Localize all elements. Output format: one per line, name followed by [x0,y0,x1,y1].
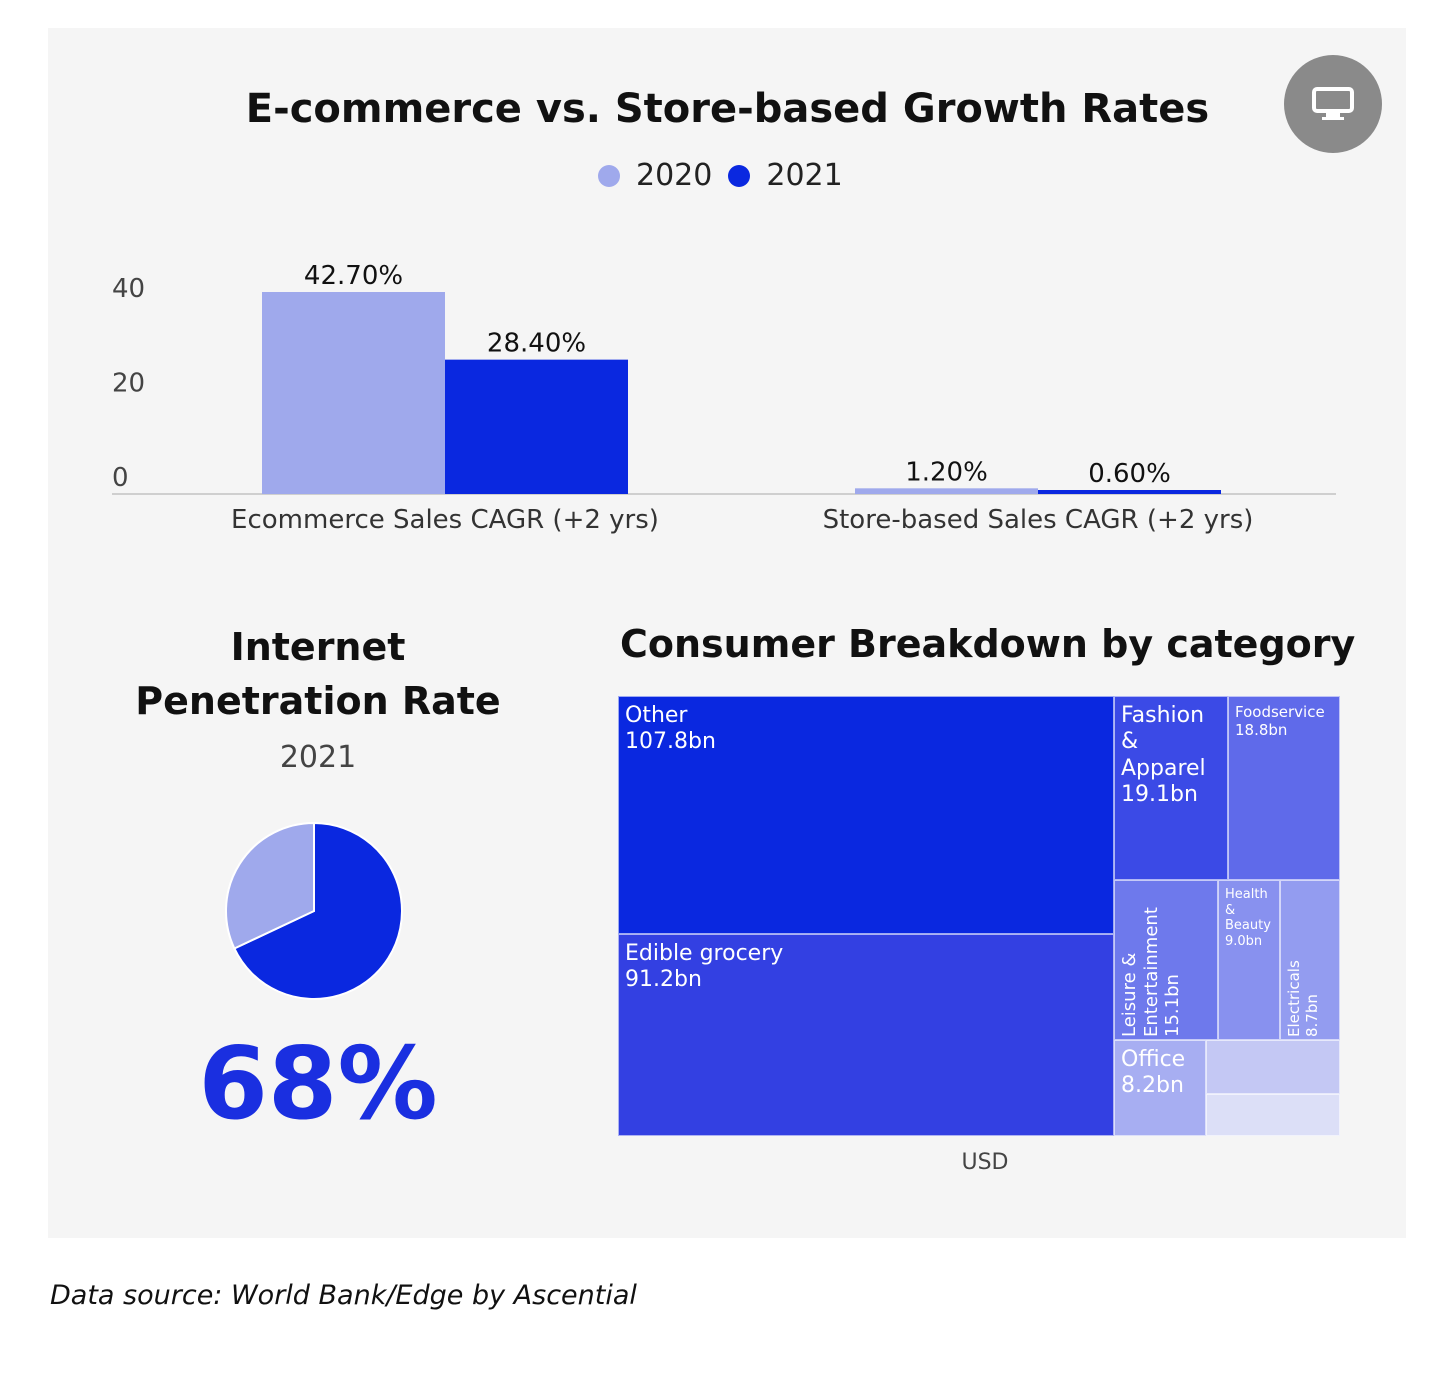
legend-swatch-2021 [728,164,751,187]
legend-item-2021: 2021 [728,158,843,193]
ipr-year: 2021 [279,740,357,775]
treemap-category-value: 8.7bn [1303,994,1321,1037]
x-category-label: Store-based Sales CAGR (+2 yrs) [823,505,1254,535]
legend-label-2021: 2021 [766,158,843,193]
treemap-category-value: 19.1bn [1121,782,1198,808]
y-tick-label: 20 [112,368,145,398]
bar-2020-0 [262,292,445,494]
treemap-cell: Foodservice 18.8bn [1228,696,1340,880]
treemap-category-value: 91.2bn [625,967,702,993]
treemap-cell [1206,1094,1340,1136]
treemap-cell: Health & Beauty 9.0bn [1218,880,1280,1040]
treemap-cell: Electricals 8.7bn [1280,880,1340,1040]
bar-value-label: 42.70% [304,261,403,291]
legend-label-2020: 2020 [636,158,713,193]
bar-2021-1 [1038,490,1221,494]
growth-chart-title: E-commerce vs. Store-based Growth Rates [245,86,1210,132]
ipr-title-line1: Internet [230,625,406,669]
treemap-category-value: 15.1bn [1162,974,1184,1037]
x-category-label: Ecommerce Sales CAGR (+2 yrs) [231,505,659,535]
growth-bar-chart: 0 20 40 42.70% 28.40% Ecommerce Sales CAGR (+… [112,261,1336,535]
y-tick-label: 0 [112,463,129,493]
treemap-category-name: Edible grocery [625,941,784,966]
treemap-category-name: Foodservice [1235,703,1325,721]
treemap-category-name: Fashion & Apparel [1121,703,1206,781]
penetration-pie-chart [225,821,403,1000]
screen-toggle-button[interactable] [1284,55,1382,153]
treemap-cell-label: Electricals 8.7bn [1285,881,1321,1037]
treemap-cell: Edible grocery 91.2bn [618,934,1114,1136]
treemap-cell-label: Fashion & Apparel 19.1bn [1121,703,1223,809]
pie-slice-0 [233,821,403,1000]
treemap-cell: Office 8.2bn [1114,1040,1206,1136]
treemap-category-name: Leisure & Entertainment [1119,907,1162,1037]
pie-slice-1 [225,821,315,950]
treemap-category-value: 8.2bn [1121,1073,1184,1099]
treemap-cell-label: Edible grocery 91.2bn [625,941,783,994]
treemap-category-name: Office [1121,1047,1186,1072]
bar-2020-1 [855,488,1038,494]
penetration-value: 68% [198,1025,438,1142]
treemap-cell-label: Foodservice 18.8bn [1235,703,1325,739]
bar-2021-0 [445,359,628,494]
legend-swatch-2020 [598,164,620,187]
treemap-cell-label: Health & Beauty 9.0bn [1225,887,1275,949]
treemap-cell [1206,1040,1340,1094]
y-tick-label: 40 [112,274,145,304]
consumer-treemap: Other 107.8bn Edible grocery 91.2bn Fashion … [618,696,1340,1136]
treemap-category-name: Electricals [1285,960,1303,1037]
bar-value-label: 28.40% [487,329,586,359]
monitor-icon [1312,87,1354,120]
treemap-cell: Fashion & Apparel 19.1bn [1114,696,1228,880]
treemap-category-value: 9.0bn [1225,933,1263,949]
treemap-category-name: Other [625,703,688,728]
ipr-title-line2: Penetration Rate [135,679,501,723]
treemap-title: Consumer Breakdown by category [620,622,1356,666]
treemap-cell-label: Leisure & Entertainment 15.1bn [1119,881,1184,1037]
chart-legend: 2020 2021 [598,158,859,193]
bar-value-label: 1.20% [905,457,988,487]
treemap-unit-label: USD [961,1150,1009,1175]
bar-value-label: 0.60% [1088,459,1171,489]
treemap-category-value: 107.8bn [625,729,716,755]
legend-item-2020: 2020 [598,158,712,193]
treemap-cell: Other 107.8bn [618,696,1114,934]
treemap-cell: Leisure & Entertainment 15.1bn [1114,880,1218,1040]
treemap-cell-label: Other 107.8bn [625,703,716,756]
treemap-cell-label: Office 8.2bn [1121,1047,1185,1100]
treemap-category-name: Health & Beauty [1225,887,1271,934]
treemap-category-value: 18.8bn [1235,721,1288,739]
data-source-note: Data source: World Bank/Edge by Ascentia… [50,1280,637,1311]
